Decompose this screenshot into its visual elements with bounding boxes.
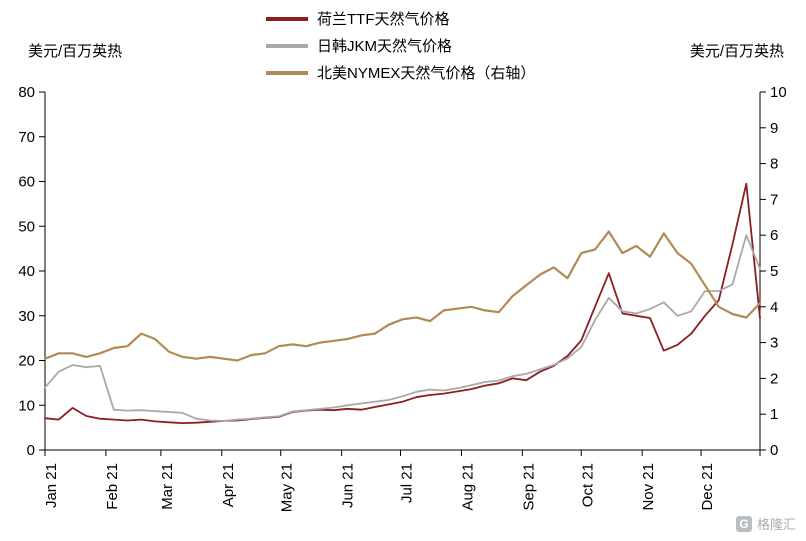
- svg-text:Dec 21: Dec 21: [699, 463, 716, 511]
- svg-text:2: 2: [770, 370, 778, 387]
- svg-text:30: 30: [18, 308, 35, 325]
- svg-text:10: 10: [770, 84, 787, 101]
- svg-text:80: 80: [18, 84, 35, 101]
- svg-text:Mar 21: Mar 21: [159, 463, 176, 510]
- svg-text:8: 8: [770, 156, 778, 173]
- legend-label: 日韩JKM天然气价格: [317, 38, 453, 55]
- svg-text:Oct 21: Oct 21: [579, 463, 596, 507]
- watermark-text: 格隆汇: [756, 517, 796, 532]
- svg-text:40: 40: [18, 263, 35, 280]
- legend-item-nymex: 北美NYMEX天然气价格（右轴）: [266, 59, 535, 86]
- svg-text:0: 0: [27, 442, 35, 459]
- svg-text:Jul 21: Jul 21: [399, 463, 416, 503]
- left-axis-unit-label: 美元/百万英热: [28, 43, 123, 60]
- legend-item-jkm: 日韩JKM天然气价格: [266, 32, 535, 59]
- legend-line-swatch: [266, 43, 308, 48]
- svg-text:Nov 21: Nov 21: [640, 463, 657, 511]
- svg-text:Jan 21: Jan 21: [43, 463, 60, 508]
- svg-text:20: 20: [18, 353, 35, 370]
- svg-text:6: 6: [770, 227, 778, 244]
- legend-line-swatch: [266, 16, 308, 21]
- svg-text:May 21: May 21: [279, 463, 296, 512]
- legend-item-ttf: 荷兰TTF天然气价格: [266, 5, 535, 32]
- svg-text:10: 10: [18, 397, 35, 414]
- svg-text:Aug 21: Aug 21: [459, 463, 476, 511]
- svg-text:5: 5: [770, 263, 778, 280]
- svg-text:50: 50: [18, 218, 35, 235]
- svg-text:Sep 21: Sep 21: [520, 463, 537, 511]
- svg-text:Feb 21: Feb 21: [104, 463, 121, 510]
- gelonghui-logo-icon: G: [735, 515, 752, 532]
- legend-label: 荷兰TTF天然气价格: [317, 11, 450, 28]
- svg-text:60: 60: [18, 174, 35, 191]
- svg-text:1: 1: [770, 406, 778, 423]
- svg-text:9: 9: [770, 120, 778, 137]
- svg-text:Apr 21: Apr 21: [220, 463, 237, 507]
- svg-text:7: 7: [770, 191, 778, 208]
- legend: 荷兰TTF天然气价格 日韩JKM天然气价格 北美NYMEX天然气价格（右轴）: [266, 5, 535, 86]
- svg-text:4: 4: [770, 299, 778, 316]
- legend-label: 北美NYMEX天然气价格（右轴）: [317, 65, 536, 82]
- svg-text:Jun 21: Jun 21: [340, 463, 357, 508]
- svg-text:70: 70: [18, 129, 35, 146]
- watermark: G 格隆汇: [735, 514, 796, 533]
- right-axis-unit-label: 美元/百万英热: [689, 43, 784, 60]
- svg-text:0: 0: [770, 442, 778, 459]
- legend-line-swatch: [266, 70, 308, 75]
- svg-text:3: 3: [770, 335, 778, 352]
